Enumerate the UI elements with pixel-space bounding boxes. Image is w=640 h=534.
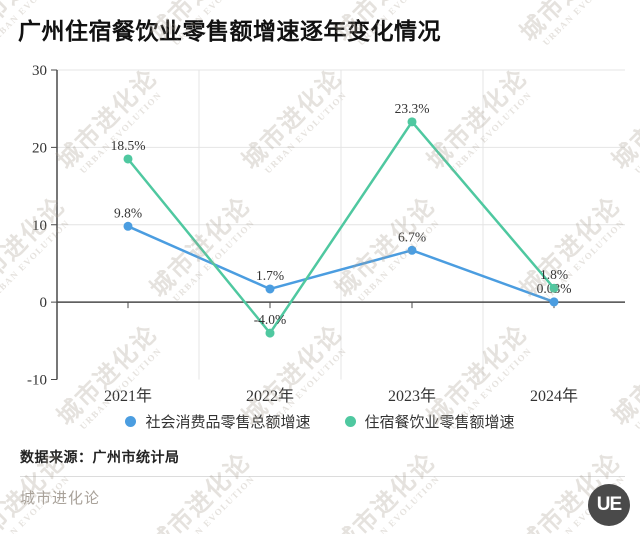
data-point [123, 221, 133, 231]
data-label: 1.7% [256, 268, 284, 283]
chart-legend: 社会消费品零售总额增速 住宿餐饮业零售额增速 [0, 411, 640, 432]
y-tick-label: -10 [27, 373, 47, 389]
series-line-1 [126, 120, 556, 335]
series-line-0 [126, 225, 556, 304]
data-label: -4.0% [254, 312, 287, 327]
x-tick-label: 2022年 [246, 387, 294, 405]
data-label: 6.7% [398, 229, 426, 244]
ue-logo: UE [588, 484, 630, 526]
data-point [265, 284, 275, 294]
legend-label: 社会消费品零售总额增速 [145, 415, 311, 431]
data-point [407, 245, 417, 255]
data-point [407, 117, 417, 127]
legend-item-consumer-goods: 社会消费品零售总额增速 [125, 411, 311, 432]
data-label: 23.3% [395, 101, 430, 116]
y-tick-label: 30 [32, 63, 47, 79]
x-tick-label: 2021年 [104, 387, 152, 405]
y-tick-label: 0 [40, 295, 48, 311]
data-point [265, 328, 275, 338]
data-label: 1.8% [540, 267, 568, 282]
line-chart: 30 20 10 0 -10 2021年 2022年 2023年 2024年 9.8% 1.7% 6.… [27, 63, 625, 405]
brand-name: 城市进化论 [20, 491, 101, 507]
x-tick-label: 2024年 [530, 387, 578, 405]
y-tick-label: 10 [32, 218, 47, 234]
data-source-note: 数据来源：广州市统计局 [20, 451, 180, 466]
legend-dot-blue-icon [125, 416, 137, 427]
data-point [123, 154, 133, 164]
data-point [549, 283, 559, 293]
data-label: 9.8% [114, 205, 142, 220]
legend-item-catering: 住宿餐饮业零售额增速 [344, 411, 515, 432]
y-tick-label: 20 [32, 140, 47, 156]
data-point [549, 297, 559, 307]
legend-dot-green-icon [344, 416, 356, 427]
data-label: 18.5% [111, 138, 146, 153]
page-title: 广州住宿餐饮业零售额增速逐年变化情况 [18, 19, 441, 44]
footer-divider [20, 476, 625, 477]
legend-label: 住宿餐饮业零售额增速 [364, 415, 515, 431]
x-tick-label: 2023年 [388, 387, 436, 405]
